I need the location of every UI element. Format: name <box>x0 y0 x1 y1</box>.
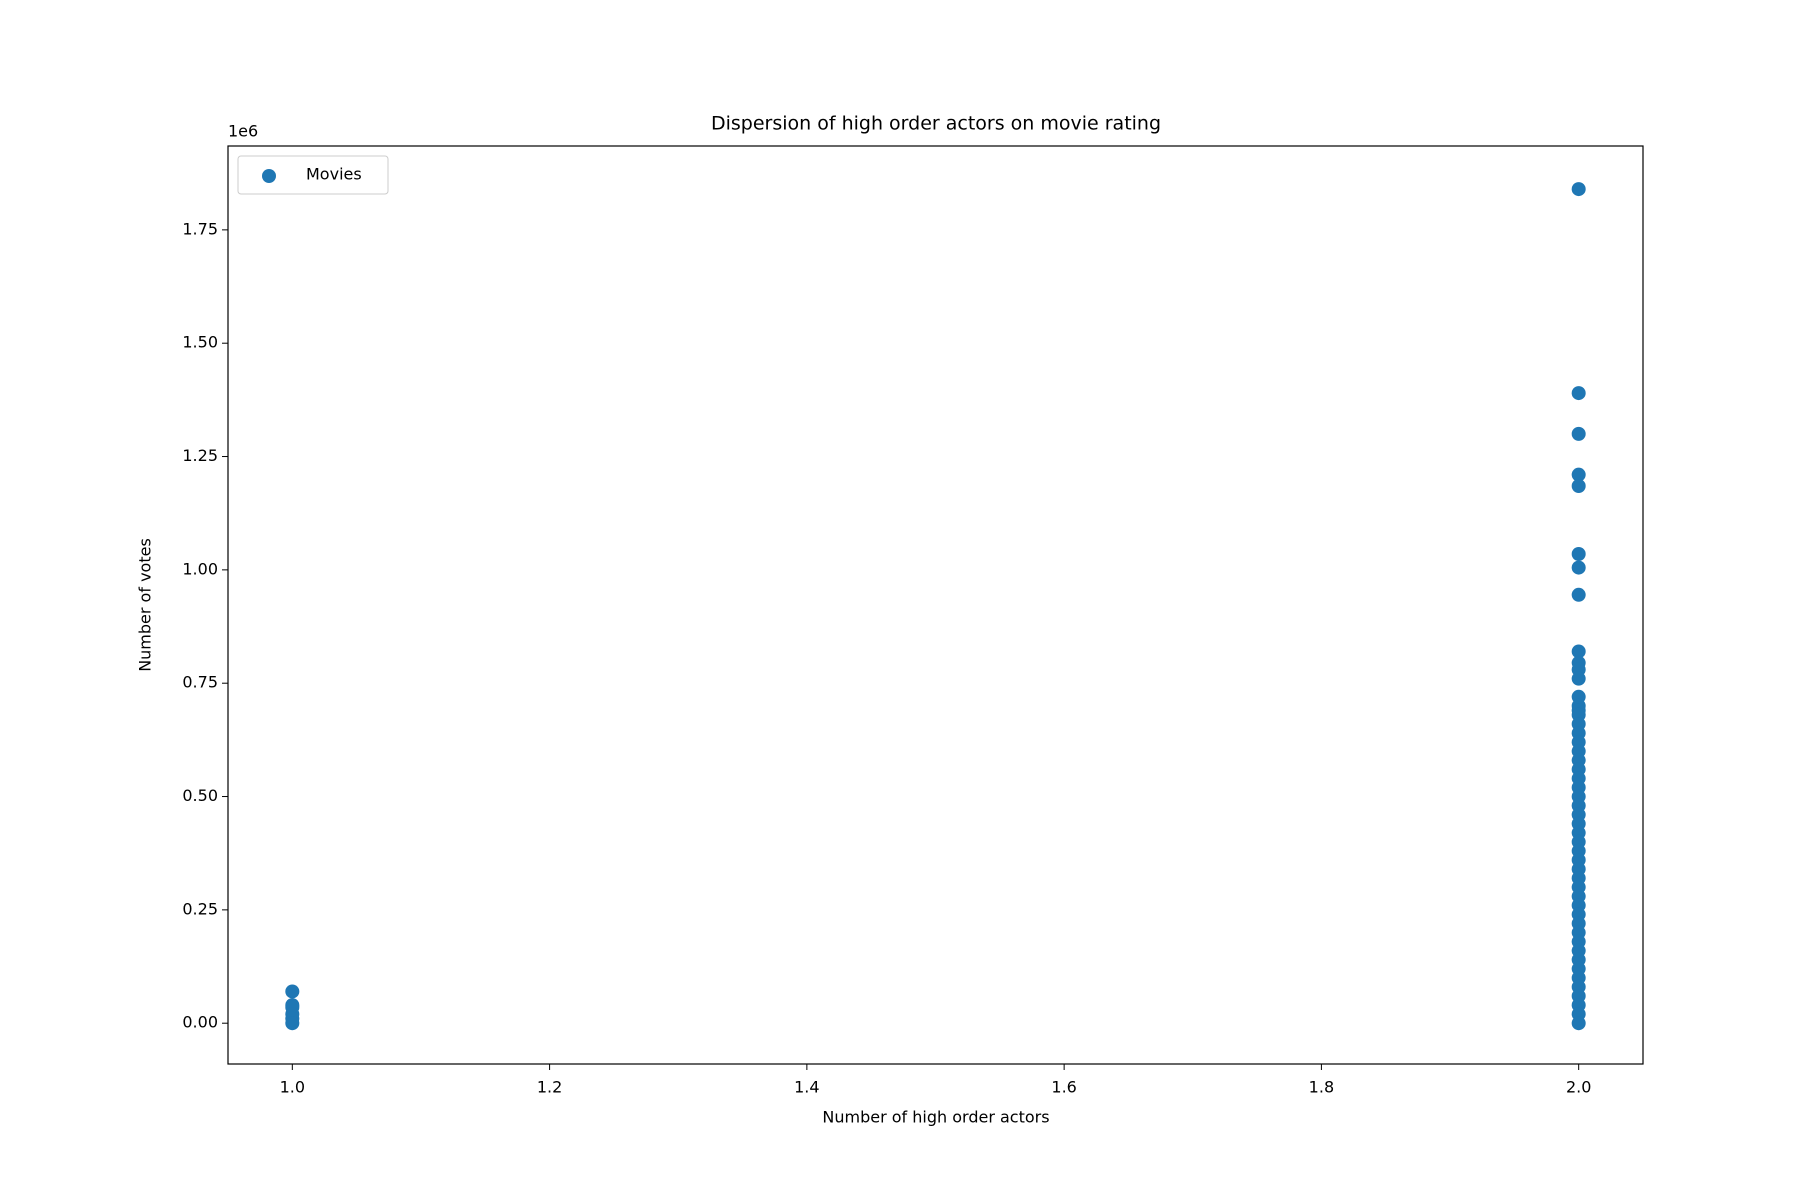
y-tick-label: 1.75 <box>182 219 218 238</box>
y-axis-label: Number of votes <box>136 538 155 672</box>
y-tick-label: 0.00 <box>182 1013 218 1032</box>
axes-frame <box>227 145 1644 1065</box>
point <box>1571 560 1586 575</box>
point <box>1571 426 1586 441</box>
x-axis-label: Number of high order actors <box>822 1108 1049 1127</box>
point <box>1571 479 1586 493</box>
point <box>1571 644 1586 659</box>
y-tick-label: 0.75 <box>182 673 218 692</box>
point <box>1571 671 1586 686</box>
x-tick-label: 1.8 <box>1309 1078 1334 1097</box>
point <box>1571 182 1586 197</box>
legend-marker <box>262 169 276 183</box>
chart-title: Dispersion of high order actors on movie… <box>711 113 1161 135</box>
point <box>1571 547 1586 561</box>
x-tick-label: 1.6 <box>1051 1078 1076 1097</box>
point <box>1571 1016 1586 1031</box>
y-tick-label: 1.25 <box>182 446 218 465</box>
y-tick-label: 0.50 <box>182 786 218 805</box>
point <box>1571 386 1586 401</box>
x-tick-label: 1.2 <box>537 1078 562 1097</box>
y-offset-label: 1e6 <box>228 122 258 141</box>
y-tick-label: 0.25 <box>182 899 218 918</box>
point <box>1571 467 1586 482</box>
y-tick-label: 1.00 <box>182 559 218 578</box>
x-tick-label: 1.0 <box>280 1078 305 1097</box>
point <box>285 984 300 999</box>
point <box>1571 587 1586 602</box>
y-tick-label: 1.50 <box>182 333 218 352</box>
legend-box <box>237 155 389 195</box>
point <box>285 1016 300 1031</box>
legend-label: Movies <box>306 165 362 184</box>
x-tick-label: 1.4 <box>794 1078 819 1097</box>
x-tick-label: 2.0 <box>1566 1078 1591 1097</box>
